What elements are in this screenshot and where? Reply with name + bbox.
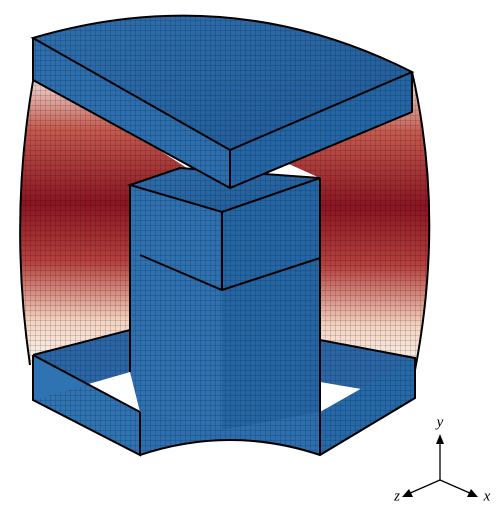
axis-label-z: z [393, 488, 400, 504]
top-slab [30, 14, 415, 190]
axis-label-x: x [483, 488, 491, 504]
axis-triad [402, 434, 478, 497]
axis-label-y: y [435, 414, 444, 430]
center-pillar [126, 166, 321, 430]
